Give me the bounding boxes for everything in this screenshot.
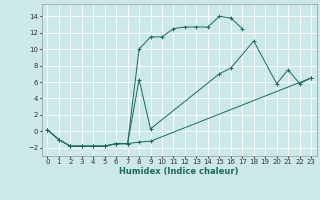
X-axis label: Humidex (Indice chaleur): Humidex (Indice chaleur) bbox=[119, 167, 239, 176]
